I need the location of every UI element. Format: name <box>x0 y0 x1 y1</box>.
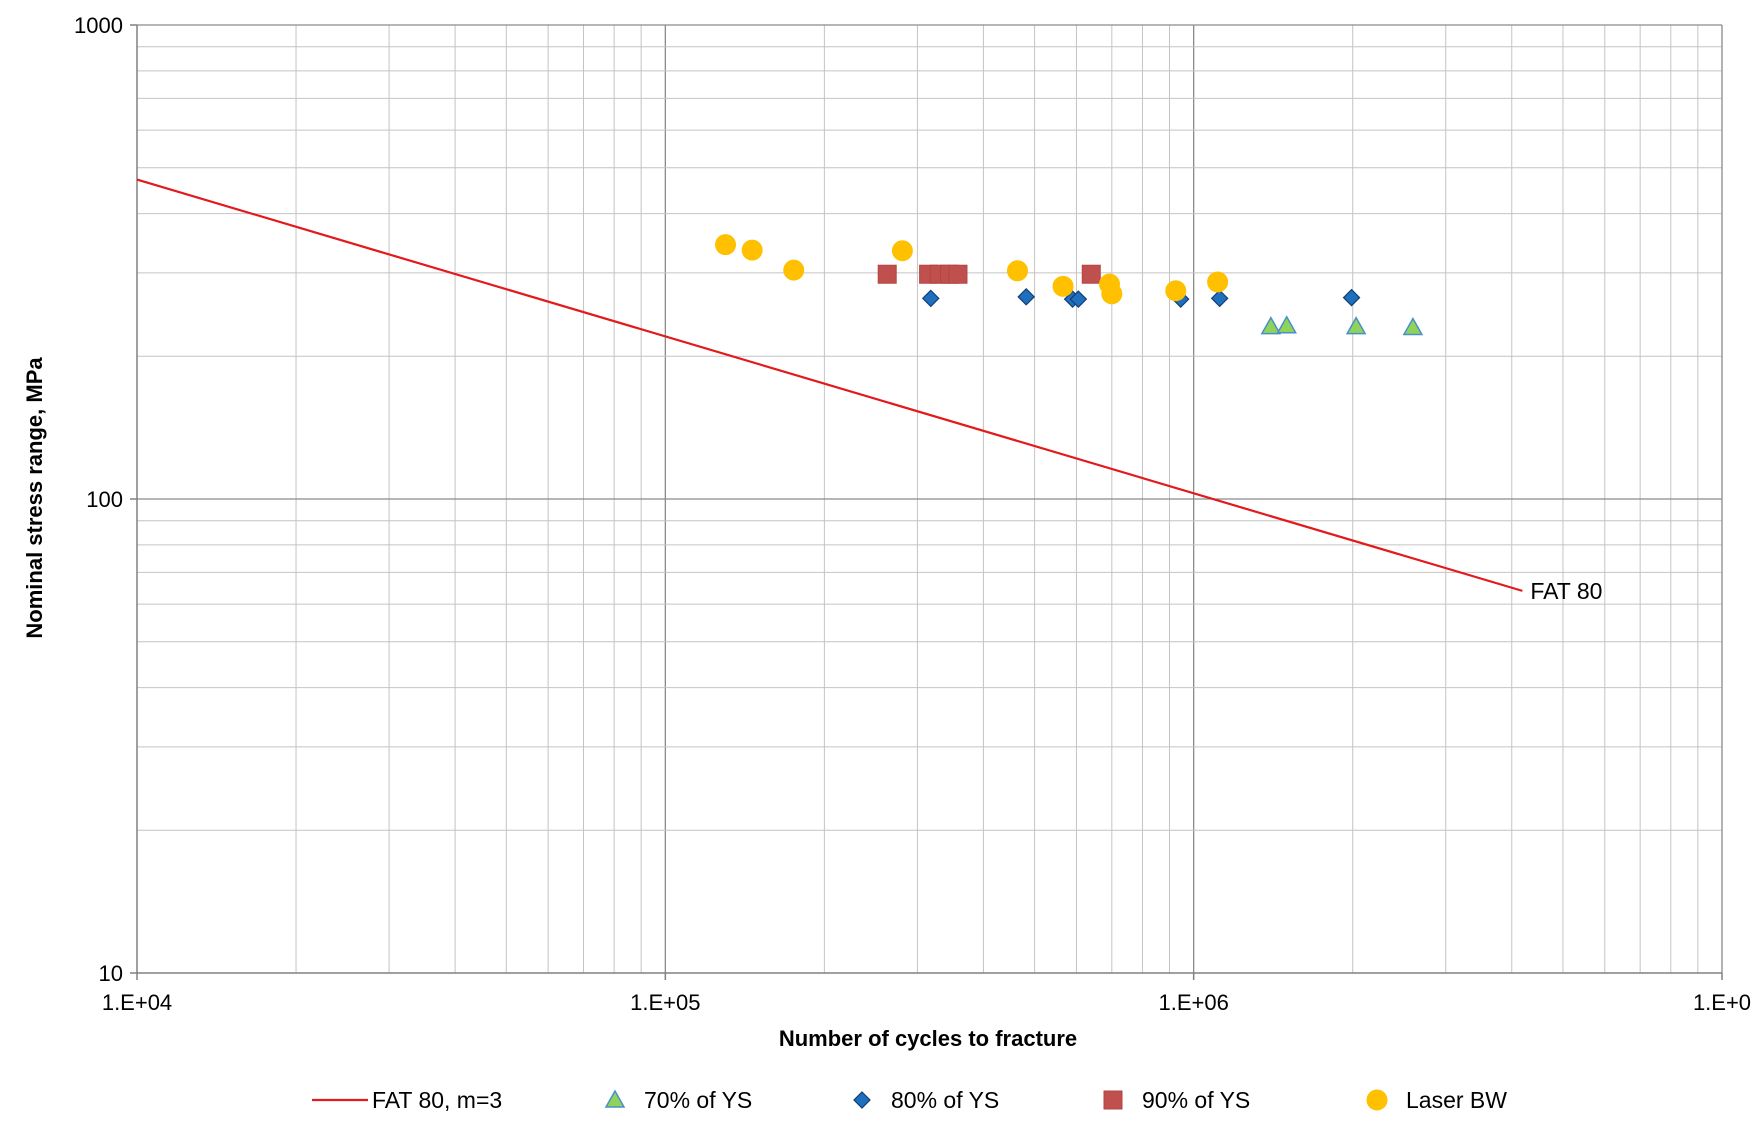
y-axis-title: Nominal stress range, MPa <box>22 357 47 639</box>
legend-marker-swatch <box>604 1089 626 1108</box>
data-point <box>1165 280 1187 302</box>
grid <box>137 24 1723 973</box>
data-point <box>1101 283 1123 305</box>
data-point <box>1402 317 1424 336</box>
legend-label: 80% of YS <box>891 1087 999 1113</box>
fat80-annotation: FAT 80 <box>1530 578 1602 604</box>
data-point <box>715 234 737 256</box>
series-fat-80-m-3 <box>136 178 1523 592</box>
y-tick-label: 10 <box>99 961 123 986</box>
legend-item-70-of-ys: 70% of YS <box>604 1087 752 1113</box>
legend-label: FAT 80, m=3 <box>372 1087 502 1113</box>
x-tick-label: 1.E+06 <box>1158 990 1228 1015</box>
data-point <box>1069 290 1088 309</box>
legend-label: Laser BW <box>1406 1087 1507 1113</box>
axes <box>130 24 1723 980</box>
y-tick-label: 1000 <box>74 13 123 38</box>
fat80-line <box>136 178 1523 592</box>
data-point <box>1207 271 1229 293</box>
data-point <box>1006 260 1028 282</box>
legend-item-90-of-ys: 90% of YS <box>1103 1087 1250 1113</box>
data-point <box>1342 288 1361 307</box>
legend-marker-swatch <box>1366 1089 1388 1111</box>
data-point <box>877 264 897 284</box>
data-point <box>891 240 913 262</box>
legend-item-80-of-ys: 80% of YS <box>853 1087 999 1113</box>
series-laser-bw <box>715 234 1229 305</box>
legend-item-fat-80-m-3: FAT 80, m=3 <box>312 1087 502 1113</box>
data-point <box>1276 315 1297 334</box>
legend-marker-swatch <box>1103 1090 1123 1110</box>
x-axis-title: Number of cycles to fracture <box>779 1026 1077 1051</box>
series-layer <box>136 178 1523 592</box>
data-point <box>741 239 763 261</box>
data-point <box>1052 275 1074 297</box>
legend-label: 90% of YS <box>1142 1087 1250 1113</box>
y-tick-label: 100 <box>86 487 123 512</box>
x-tick-label: 1.E+0 <box>1693 990 1751 1015</box>
data-point <box>921 289 940 308</box>
tick-labels: 1.E+04 1.E+05 1.E+06 1.E+0 10 100 1000 <box>74 13 1751 1015</box>
legend-marker-swatch <box>853 1091 871 1109</box>
data-point <box>1345 316 1367 335</box>
x-tick-label: 1.E+04 <box>102 990 172 1015</box>
legend-item-laser-bw: Laser BW <box>1366 1087 1507 1113</box>
legend-label: 70% of YS <box>644 1087 752 1113</box>
data-point <box>1017 287 1036 306</box>
data-point <box>948 264 968 284</box>
x-tick-label: 1.E+05 <box>630 990 700 1015</box>
data-point <box>1210 289 1229 308</box>
data-point <box>1081 264 1101 284</box>
data-point <box>1260 316 1282 335</box>
legend: FAT 80, m=3 70% of YS 80% of YS 90% of YS La… <box>312 1087 1507 1113</box>
series-70-of-ys <box>1260 315 1424 336</box>
series-90-of-ys <box>877 264 1101 284</box>
data-point <box>783 259 805 281</box>
